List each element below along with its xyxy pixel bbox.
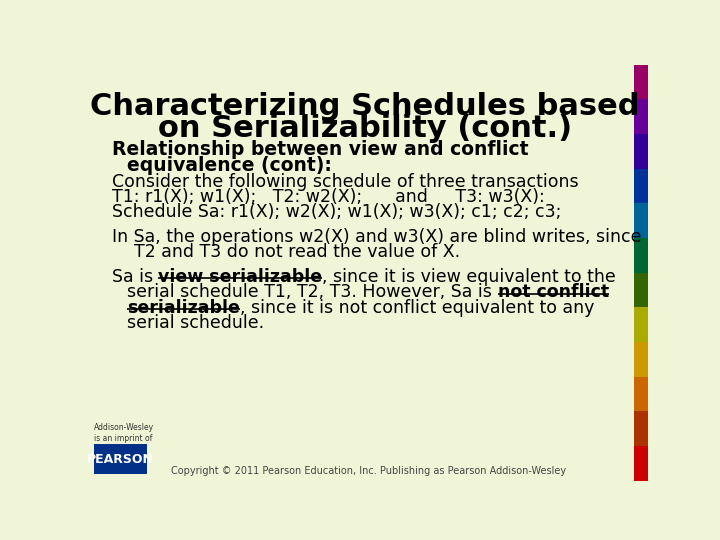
Bar (634, 377, 648, 411)
Bar (634, 446, 648, 481)
Text: Schedule Sa: r1(X); w2(X); w1(X); w3(X); c1; c2; c3;: Schedule Sa: r1(X); w2(X); w1(X); w3(X);… (112, 204, 561, 221)
Bar (634, 273, 648, 307)
Text: In Sa, the operations w2(X) and w3(X) are blind writes, since: In Sa, the operations w2(X) and w3(X) ar… (112, 228, 642, 246)
Text: Sa is: Sa is (112, 268, 158, 286)
Bar (634, 204, 648, 238)
Text: serializable: serializable (127, 299, 240, 317)
Bar (634, 134, 648, 168)
Bar (634, 169, 648, 204)
Text: not conflict: not conflict (498, 284, 608, 301)
Text: equivalence (cont):: equivalence (cont): (127, 157, 332, 176)
Text: serial schedule.: serial schedule. (127, 314, 264, 332)
Text: on Serializability (cont.): on Serializability (cont.) (158, 114, 572, 143)
Bar (94, 444, 147, 475)
Text: PEARSON: PEARSON (87, 453, 153, 465)
Bar (634, 99, 648, 134)
Bar (634, 65, 648, 99)
Text: view serializable: view serializable (158, 268, 323, 286)
Text: Addison-Wesley
is an imprint of: Addison-Wesley is an imprint of (94, 423, 154, 443)
Text: , since it is view equivalent to the: , since it is view equivalent to the (323, 268, 616, 286)
Text: T2 and T3 do not read the value of X.: T2 and T3 do not read the value of X. (112, 244, 460, 261)
Text: Relationship between view and conflict: Relationship between view and conflict (112, 140, 528, 159)
Text: Characterizing Schedules based: Characterizing Schedules based (91, 92, 640, 121)
Bar (634, 307, 648, 342)
Text: Copyright © 2011 Pearson Education, Inc. Publishing as Pearson Addison-Wesley: Copyright © 2011 Pearson Education, Inc.… (171, 466, 567, 476)
Text: , since it is not conflict equivalent to any: , since it is not conflict equivalent to… (240, 299, 595, 317)
Bar (634, 411, 648, 446)
Text: Consider the following schedule of three transactions: Consider the following schedule of three… (112, 173, 578, 191)
Text: serial schedule T1, T2, T3. However, Sa is: serial schedule T1, T2, T3. However, Sa … (127, 284, 498, 301)
Text: T1: r1(X); w1(X);   T2: w2(X);      and     T3: w3(X):: T1: r1(X); w1(X); T2: w2(X); and T3: w3(… (112, 188, 544, 206)
Bar (634, 342, 648, 377)
Bar (634, 238, 648, 273)
